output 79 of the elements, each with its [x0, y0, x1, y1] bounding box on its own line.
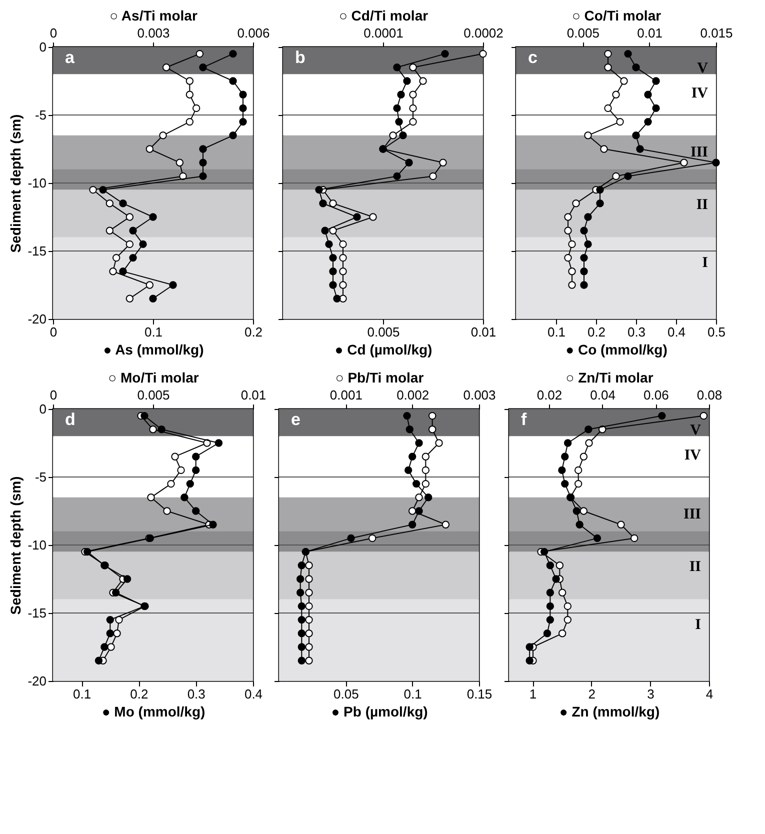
annotation: f	[521, 410, 527, 429]
x-tick-label: 3	[647, 686, 654, 702]
annotation: b	[295, 48, 306, 67]
x2-tick-label: 0.005	[137, 388, 170, 402]
x2-axis-title: ○ Mo/Ti molar	[108, 370, 200, 386]
x-tick-label: 4	[706, 686, 714, 702]
x-tick-label: 1	[529, 686, 537, 702]
x-tick-label: 0.5	[707, 324, 726, 340]
x-axis-title: ● Cd (µmol/kg)	[334, 342, 432, 358]
x-tick-label: 0	[50, 324, 58, 340]
y-tick-label: -5	[34, 470, 46, 484]
x-axis-title: ● Co (mmol/kg)	[566, 342, 668, 358]
band-label: IV	[684, 448, 702, 464]
x2-tick-label: 0.0001	[364, 26, 404, 40]
band-label: IV	[691, 86, 708, 102]
band-label: I	[702, 254, 708, 271]
y-tick-label: -5	[34, 108, 46, 122]
x2-axis-title: ○ Cd/Ti molar	[338, 8, 429, 24]
band-label: II	[696, 197, 708, 214]
x-tick-label: 0.4	[667, 324, 686, 340]
x-axis-title: ● Pb (µmol/kg)	[331, 704, 428, 720]
x-tick-label: 0.005	[367, 324, 400, 340]
x-axis-title: ● Mo (mmol/kg)	[102, 704, 206, 720]
x-tick-label: 0.05	[334, 686, 359, 702]
x-tick-label: 0.1	[547, 324, 566, 340]
y-tick-label: 0	[39, 402, 46, 416]
x2-tick-label: 0.005	[566, 26, 600, 40]
annotation: d	[65, 410, 76, 429]
y-tick-label: -15	[28, 606, 46, 620]
x-tick-label: 0.2	[587, 324, 606, 340]
x2-axis-title: ○ Pb/Ti molar	[335, 370, 424, 386]
x2-tick-label: 0.006	[237, 26, 270, 40]
y-tick-label: -15	[28, 244, 46, 258]
x2-axis-title: ○ Zn/Ti molar	[566, 370, 654, 386]
annotation: e	[291, 410, 300, 429]
y-tick-label: -10	[28, 176, 46, 190]
x-axis-title: ● As (mmol/kg)	[103, 342, 204, 358]
x-tick-label: 0.2	[130, 686, 148, 702]
x-tick-label: 0.01	[470, 324, 496, 340]
band-label: II	[689, 559, 702, 576]
x2-tick-label: 0.02	[536, 388, 562, 402]
x2-tick-label: 0.01	[637, 26, 662, 40]
band-label: V	[690, 422, 702, 438]
x2-tick-label: 0.06	[644, 388, 669, 402]
x2-tick-label: 0.01	[240, 388, 266, 402]
x2-tick-label: 0.003	[463, 388, 496, 402]
x2-axis-title: ○ Co/Ti molar	[572, 8, 662, 24]
x-tick-label: 0.3	[187, 686, 206, 702]
x-tick-label: 0.3	[627, 324, 646, 340]
x-tick-label: 2	[588, 686, 596, 702]
x2-tick-label: 0	[50, 388, 58, 402]
x-tick-label: 0.1	[73, 686, 92, 702]
x2-tick-label: 0.015	[700, 26, 733, 40]
x2-tick-label: 0.003	[137, 26, 170, 40]
band-label: I	[695, 616, 702, 633]
x-tick-label: 0.4	[244, 686, 263, 702]
y-tick-label: -20	[28, 312, 46, 326]
annotation: a	[65, 48, 75, 67]
x-tick-label: 0.1	[144, 324, 163, 340]
y-tick-label: 0	[39, 40, 46, 54]
x-tick-label: 0.2	[244, 324, 263, 340]
x2-tick-label: 0.002	[396, 388, 430, 402]
x-axis-title: ● Zn (mmol/kg)	[559, 704, 660, 720]
x2-axis-title: ○ As/Ti molar	[110, 8, 198, 24]
band-label: III	[690, 144, 708, 161]
annotation: c	[528, 48, 538, 67]
x2-tick-label: 0.04	[590, 388, 616, 402]
y-tick-label: -10	[28, 538, 46, 552]
band-label: III	[683, 506, 702, 523]
x2-tick-label: 0.0002	[464, 26, 504, 40]
x2-tick-label: 0.001	[330, 388, 362, 402]
y-tick-label: -20	[28, 674, 46, 688]
y-axis-title: Sediment depth (sm)	[8, 114, 24, 253]
x2-tick-label: 0.08	[696, 388, 722, 402]
x2-tick-label: 0	[50, 26, 58, 40]
y-axis-title: Sediment depth (sm)	[8, 476, 24, 615]
band-label: V	[697, 60, 708, 76]
x-tick-label: 0.15	[466, 686, 492, 702]
x-tick-label: 0.1	[404, 686, 422, 702]
